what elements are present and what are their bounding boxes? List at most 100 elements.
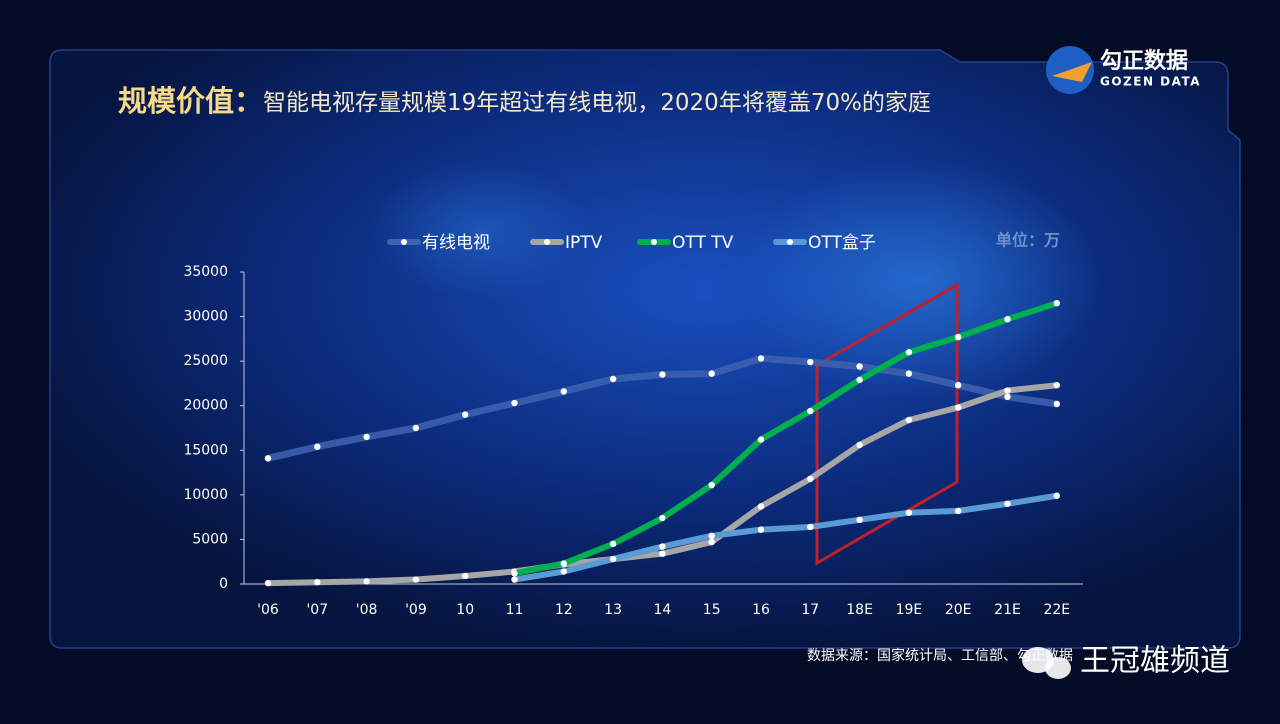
- x-tick-label: '06: [257, 602, 279, 618]
- y-tick-label: 15000: [183, 442, 228, 458]
- legend-dot: [544, 239, 550, 245]
- data-point: [462, 411, 469, 418]
- x-tick-label: 14: [653, 602, 671, 618]
- data-point: [609, 555, 617, 563]
- data-point: [1053, 382, 1061, 389]
- data-point: [1053, 400, 1061, 408]
- data-point: [511, 570, 518, 577]
- data-point: [659, 514, 666, 522]
- title-prefix: 规模价值：: [118, 84, 263, 118]
- data-point: [560, 568, 567, 575]
- data-point: [708, 538, 715, 546]
- source: 数据来源：国家统计局、工信部、勾正数据: [807, 647, 1073, 664]
- data-point: [511, 576, 518, 583]
- data-point: [314, 443, 321, 450]
- x-tick-label: 12: [555, 602, 573, 618]
- logo-icon: [1052, 62, 1092, 82]
- data-point: [708, 370, 715, 377]
- x-tick-label: 10: [456, 602, 474, 618]
- x-tick-label: 19E: [896, 602, 923, 618]
- legend-dot: [651, 239, 657, 245]
- data-point: [807, 523, 814, 531]
- data-point: [1004, 393, 1011, 400]
- x-tick-label: 16: [752, 602, 770, 618]
- x-tick-label: 13: [604, 602, 622, 618]
- data-point: [412, 576, 420, 583]
- glow: [370, 160, 590, 300]
- data-point: [264, 455, 272, 462]
- y-tick-label: 10000: [183, 487, 228, 503]
- data-point: [659, 371, 666, 378]
- data-point: [363, 578, 370, 585]
- x-tick-label: 17: [801, 602, 819, 618]
- data-point: [560, 388, 567, 395]
- x-tick-label: '08: [356, 602, 378, 618]
- data-point: [1004, 500, 1011, 507]
- data-point: [412, 424, 420, 432]
- data-point: [659, 543, 666, 550]
- x-tick-label: '07: [306, 602, 328, 618]
- legend-label: OTT TV: [672, 233, 734, 253]
- x-tick-label: 11: [506, 602, 524, 618]
- data-point: [905, 349, 913, 356]
- data-point: [807, 475, 814, 483]
- data-point: [511, 399, 518, 407]
- data-point: [708, 481, 715, 489]
- data-point: [462, 572, 469, 580]
- x-tick-label: 22E: [1043, 602, 1070, 618]
- data-point: [1004, 316, 1011, 323]
- logo-name: 勾正数据: [1100, 48, 1188, 74]
- data-point: [955, 404, 962, 411]
- y-tick-label: 20000: [183, 398, 228, 414]
- data-point: [856, 516, 863, 524]
- series-line: [511, 300, 1060, 577]
- data-point: [905, 509, 913, 516]
- data-point: [264, 579, 272, 587]
- unit-label: 单位：万: [996, 231, 1060, 250]
- data-point: [1004, 387, 1011, 394]
- legend-label: IPTV: [565, 233, 603, 253]
- data-point: [1053, 492, 1061, 499]
- data-point: [757, 355, 765, 362]
- data-point: [757, 436, 765, 443]
- legend-dot: [787, 239, 793, 245]
- data-point: [955, 333, 962, 341]
- data-point: [757, 526, 765, 533]
- highlight-box: [815, 282, 959, 566]
- data-point: [708, 532, 715, 540]
- logo-sub: GOZEN DATA: [1100, 75, 1201, 89]
- legend-label: 有线电视: [422, 233, 490, 253]
- glow: [740, 160, 1100, 400]
- data-point: [905, 416, 913, 424]
- y-tick-label: 0: [219, 576, 228, 592]
- y-tick-label: 35000: [183, 264, 228, 280]
- x-tick-label: 20E: [945, 602, 972, 618]
- data-point: [609, 375, 617, 383]
- subtitle: 智能电视存量规模19年超过有线电视，2020年将覆盖70%的家庭: [263, 90, 931, 116]
- x-tick-label: '09: [405, 602, 427, 618]
- data-point: [955, 507, 962, 515]
- data-point: [659, 550, 666, 557]
- y-tick-label: 25000: [183, 353, 228, 369]
- legend-dot: [401, 239, 407, 245]
- x-tick-label: 18E: [846, 602, 873, 618]
- data-point: [856, 441, 863, 449]
- legend-label: OTT盒子: [808, 233, 876, 253]
- data-point: [807, 358, 814, 366]
- data-point: [757, 503, 765, 510]
- data-point: [856, 363, 863, 370]
- y-tick-label: 5000: [192, 531, 228, 547]
- watermark: 王冠雄频道: [1022, 644, 1230, 679]
- data-point: [560, 560, 567, 567]
- data-point: [314, 579, 321, 586]
- data-point: [955, 382, 962, 389]
- watermark-text: 王冠雄频道: [1080, 644, 1230, 679]
- data-point: [856, 376, 863, 384]
- series-line: [511, 492, 1060, 583]
- title: 规模价值：智能电视存量规模19年超过有线电视，2020年将覆盖70%的家庭: [118, 84, 931, 118]
- x-tick-label: 15: [703, 602, 721, 618]
- data-point: [905, 370, 913, 377]
- data-point: [363, 433, 370, 441]
